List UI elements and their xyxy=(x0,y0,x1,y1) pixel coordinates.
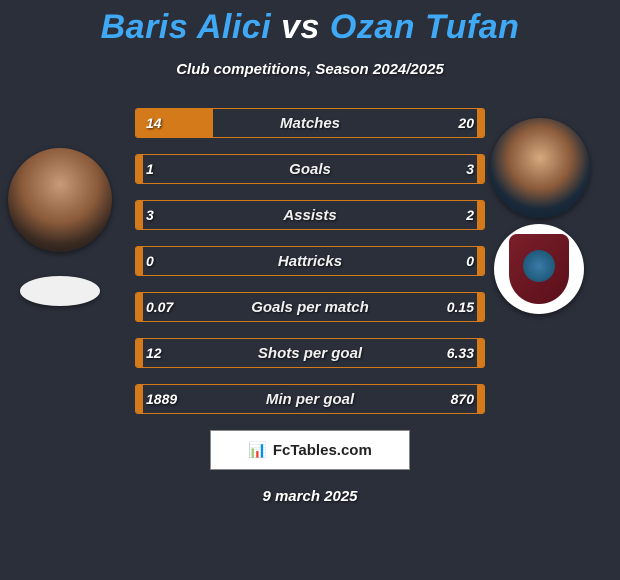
comparison-area: 14Matches201Goals33Assists20Hattricks00.… xyxy=(0,108,620,414)
stat-label: Shots per goal xyxy=(136,339,484,367)
club-crest-shield xyxy=(509,234,569,304)
subtitle: Club competitions, Season 2024/2025 xyxy=(0,61,620,78)
stat-value-right: 20 xyxy=(458,109,474,137)
title-vs: vs xyxy=(281,8,320,46)
site-logo[interactable]: 📊 FcTables.com xyxy=(210,430,410,470)
stat-row: 0Hattricks0 xyxy=(135,246,485,276)
player1-club-crest xyxy=(20,276,100,306)
stat-value-right: 0.15 xyxy=(447,293,474,321)
stat-label: Min per goal xyxy=(136,385,484,413)
stat-value-right: 870 xyxy=(451,385,474,413)
stats-list: 14Matches201Goals33Assists20Hattricks00.… xyxy=(135,108,485,414)
stat-row: 12Shots per goal6.33 xyxy=(135,338,485,368)
stat-row: 1Goals3 xyxy=(135,154,485,184)
player2-avatar xyxy=(490,118,590,218)
stat-label: Goals xyxy=(136,155,484,183)
title-player1: Baris Alici xyxy=(101,8,272,46)
player1-avatar xyxy=(8,148,112,252)
stat-row: 3Assists2 xyxy=(135,200,485,230)
chart-icon: 📊 xyxy=(248,441,267,459)
stat-value-right: 0 xyxy=(466,247,474,275)
stat-row: 0.07Goals per match0.15 xyxy=(135,292,485,322)
stat-label: Hattricks xyxy=(136,247,484,275)
stat-label: Matches xyxy=(136,109,484,137)
stat-value-right: 3 xyxy=(466,155,474,183)
stat-row: 1889Min per goal870 xyxy=(135,384,485,414)
stat-value-right: 2 xyxy=(466,201,474,229)
stat-value-right: 6.33 xyxy=(447,339,474,367)
date-label: 9 march 2025 xyxy=(0,488,620,505)
player2-club-crest xyxy=(494,224,584,314)
page-title: Baris Alici vs Ozan Tufan xyxy=(0,0,620,47)
logo-text: FcTables.com xyxy=(273,442,372,459)
stat-label: Goals per match xyxy=(136,293,484,321)
stat-label: Assists xyxy=(136,201,484,229)
stat-row: 14Matches20 xyxy=(135,108,485,138)
title-player2: Ozan Tufan xyxy=(330,8,520,46)
